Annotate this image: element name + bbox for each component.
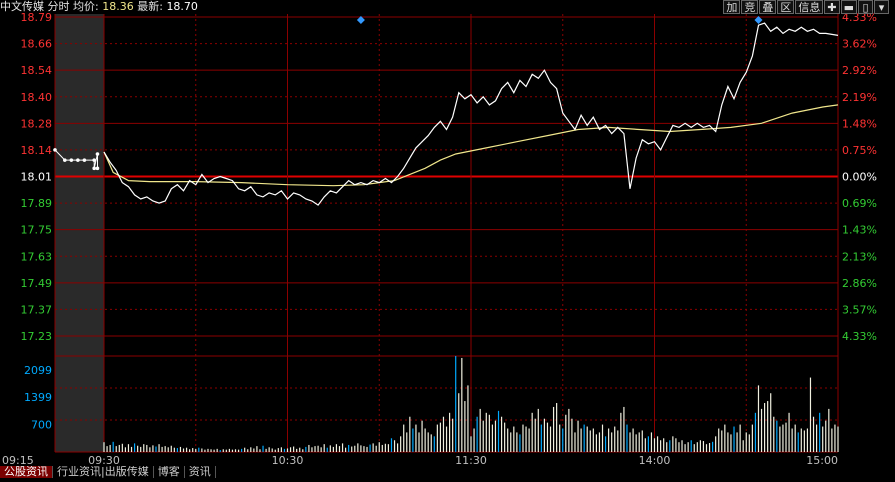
price-tick-label: 18.28: [21, 117, 53, 130]
pre-market-point: [76, 158, 80, 162]
menu-dropdown-icon[interactable]: ▾: [874, 0, 889, 14]
last-value: 18.70: [166, 0, 198, 13]
pre-market-point: [92, 166, 96, 171]
price-tick-label: 17.49: [21, 277, 53, 290]
percent-tick-label: 2.92%: [842, 64, 877, 77]
price-line: [103, 22, 839, 206]
price-tick-label: 17.89: [21, 197, 53, 210]
price-tick-label: 17.37: [21, 303, 53, 316]
volume-tick-label: 1399: [24, 391, 52, 404]
pre-market-point: [92, 158, 96, 162]
axis-layer: 18.79 4.33% 18.66 3.62% 18.54 2.92% 18.40 2.19%…: [2, 11, 877, 467]
chart-mode: 分时: [47, 0, 70, 13]
price-tick-label: 18.01: [21, 171, 53, 184]
price-tick-label: 18.54: [21, 64, 53, 77]
percent-tick-label: 0.00%: [842, 171, 877, 184]
avg-value: 18.36: [102, 0, 134, 13]
percent-tick-label: 2.13%: [842, 250, 877, 263]
volume-tick-label: 700: [31, 419, 52, 432]
price-tick-label: 18.14: [21, 144, 53, 157]
avg-label: 均价:: [73, 0, 99, 13]
price-tick-label: 18.79: [21, 11, 53, 24]
bottom-tab-bar: 公股资讯 行业资讯|出版传媒 博客 资讯: [0, 466, 895, 478]
chart-header: 中文传媒 分时 均价: 18.36 最新: 18.70: [0, 0, 198, 14]
tab-blog[interactable]: 博客: [154, 466, 185, 478]
tab-industry-news[interactable]: 行业资讯|出版传媒: [53, 466, 154, 478]
percent-tick-label: 0.75%: [842, 144, 877, 157]
pre-market-point: [82, 158, 87, 162]
time-label: 15:00: [806, 454, 838, 467]
info-button[interactable]: 信息: [795, 0, 824, 14]
percent-tick-label: 1.43%: [842, 224, 877, 237]
price-tick-label: 17.63: [21, 250, 53, 263]
pre-market-point: [53, 148, 57, 152]
time-label: 14:00: [639, 454, 671, 467]
event-diamond-icon: [754, 16, 763, 24]
price-tick-label: 18.40: [21, 91, 53, 104]
marker-layer: [356, 16, 763, 24]
chart-toolbar: 加 竞 叠 区 信息 ✚ ▬ ▯ ▾: [722, 0, 889, 15]
price-tick-label: 17.75: [21, 224, 53, 237]
time-label: 09:30: [88, 454, 120, 467]
last-label: 最新:: [137, 0, 163, 13]
pre-market-point: [69, 158, 74, 162]
tab-news[interactable]: 资讯: [185, 466, 216, 478]
percent-tick-label: 1.48%: [842, 117, 877, 130]
percent-tick-label: 0.69%: [842, 197, 877, 210]
price-tick-label: 18.66: [21, 38, 53, 51]
event-diamond-icon: [356, 16, 365, 24]
percent-tick-label: 2.86%: [842, 277, 877, 290]
restore-icon[interactable]: ▯: [858, 0, 873, 14]
add-button[interactable]: 加: [723, 0, 741, 14]
line-layer: [53, 22, 839, 206]
overlay-button[interactable]: 叠: [759, 0, 777, 14]
pre-market-point: [63, 158, 67, 162]
tab-stock-news[interactable]: 公股资讯: [0, 466, 53, 478]
percent-tick-label: 4.33%: [842, 11, 877, 24]
price-tick-label: 17.23: [21, 330, 53, 343]
percent-tick-label: 3.57%: [842, 303, 877, 316]
pre-market-point: [95, 166, 100, 171]
auction-button[interactable]: 竞: [741, 0, 759, 14]
avg-price-line: [103, 104, 839, 187]
pre-market-shade: [55, 14, 104, 452]
stock-name: 中文传媒: [0, 0, 44, 13]
volume-layer: [103, 356, 839, 452]
time-label: 11:30: [455, 454, 487, 467]
time-label: 10:30: [272, 454, 304, 467]
percent-tick-label: 3.62%: [842, 38, 877, 51]
percent-tick-label: 4.33%: [842, 330, 877, 343]
volume-tick-label: 2099: [24, 364, 52, 377]
zoom-out-icon[interactable]: ▬: [840, 0, 857, 14]
range-button[interactable]: 区: [777, 0, 795, 14]
zoom-in-icon[interactable]: ✚: [824, 0, 840, 14]
time-label: 09:15: [2, 454, 34, 467]
pre-market-point: [95, 152, 100, 156]
percent-tick-label: 2.19%: [842, 91, 877, 104]
